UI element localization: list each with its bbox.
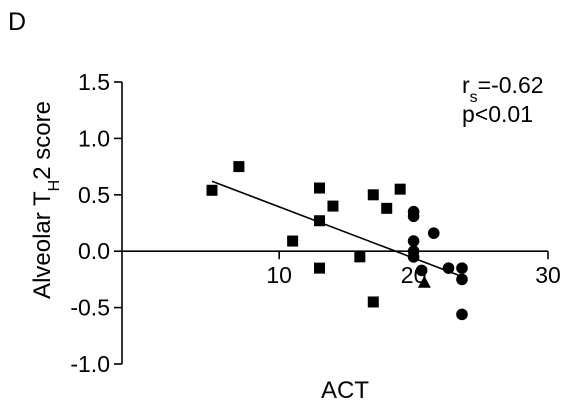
x-axis-title: ACT [321,377,369,404]
square-point [394,183,406,195]
panel-label: D [8,8,26,36]
square-point [354,251,366,263]
circle-point [442,262,455,274]
square-point [367,189,379,201]
y-axis: 1.5 1.0 0.5 0.0 -0.5 -1.0 [70,69,123,377]
square-point [233,161,245,173]
circle-point [456,262,468,274]
circle-point [415,264,428,277]
correlation-label: rs=-0.62 [462,72,544,106]
square-point [314,182,326,194]
y-tick-label: 1.5 [78,69,110,95]
regression-line-group [211,180,461,277]
data-points [206,161,468,321]
y-tick-label: 0.5 [78,182,110,208]
square-point [367,296,379,308]
y-tick-label: 1.0 [78,125,110,151]
circle-point [407,251,420,263]
triangle-point [417,275,431,288]
square-point [314,262,326,274]
y-axis-title: Alveolar TH2 score [29,101,63,299]
y-tick-label: -1.0 [70,351,110,377]
p-value-label: p<0.01 [462,101,533,127]
square-point [314,215,326,227]
x-axis: 10 20 30 [122,250,561,288]
square-point [287,235,299,247]
y-tick-label: 0.0 [78,238,110,264]
circle-point [456,273,468,286]
x-tick-label: 10 [266,262,292,288]
square-point [327,200,339,212]
y-tick-label: -0.5 [70,295,110,321]
circle-point [407,210,420,223]
x-tick-label: 30 [535,262,561,288]
circle-point [427,227,440,239]
square-point [206,184,218,196]
regression-line [211,180,461,277]
circle-point [407,235,420,247]
circle-point [456,308,468,321]
square-point [381,202,393,214]
